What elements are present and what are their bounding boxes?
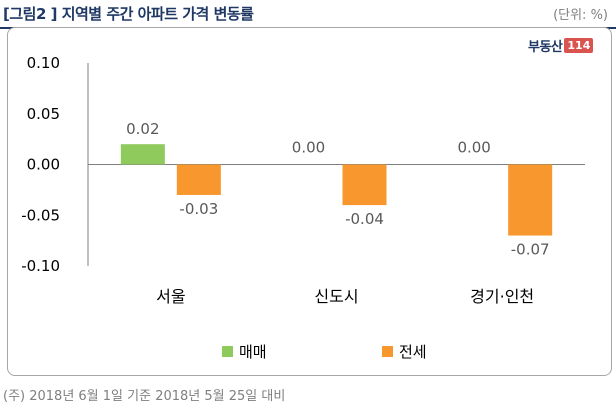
chart-header: [그림2 ] 지역별 주간 아파트 가격 변동률 (단위: %) xyxy=(0,0,616,26)
y-tick-label: -0.05 xyxy=(21,206,60,224)
bar-jeonse xyxy=(508,164,553,236)
data-label: 0.02 xyxy=(126,120,159,138)
footnote: (주) 2018년 6월 1일 기준 2018년 5월 25일 대비 xyxy=(3,389,286,404)
legend-label-sale: 매매 xyxy=(239,343,267,361)
data-label: -0.03 xyxy=(179,200,218,218)
legend-swatch-jeonse xyxy=(382,346,393,357)
y-tick-label: 0.00 xyxy=(27,156,60,174)
y-tick-label: -0.10 xyxy=(21,257,60,275)
legend-swatch-sale xyxy=(222,346,233,357)
data-label: 0.00 xyxy=(292,139,325,157)
bar-jeonse xyxy=(176,164,221,195)
x-tick-label: 신도시 xyxy=(314,287,358,306)
data-label: -0.07 xyxy=(511,241,550,259)
chart-title: [그림2 ] 지역별 주간 아파트 가격 변동률 xyxy=(3,5,254,23)
x-tick-label: 경기·인천 xyxy=(470,287,534,306)
brand-logo: 부동산 114 xyxy=(528,35,594,55)
y-tick-label: 0.10 xyxy=(27,54,60,72)
data-label: 0.00 xyxy=(457,139,490,157)
bar-sale xyxy=(120,144,165,165)
brand-logo-number: 114 xyxy=(564,37,594,53)
unit-label: (단위: %) xyxy=(553,8,608,23)
y-tick-label: 0.05 xyxy=(27,105,60,123)
legend-label-jeonse: 전세 xyxy=(399,343,427,361)
data-label: -0.04 xyxy=(345,210,384,228)
x-tick-label: 서울 xyxy=(156,287,185,306)
brand-logo-text: 부동산 xyxy=(528,39,563,55)
bar-jeonse xyxy=(342,164,387,206)
